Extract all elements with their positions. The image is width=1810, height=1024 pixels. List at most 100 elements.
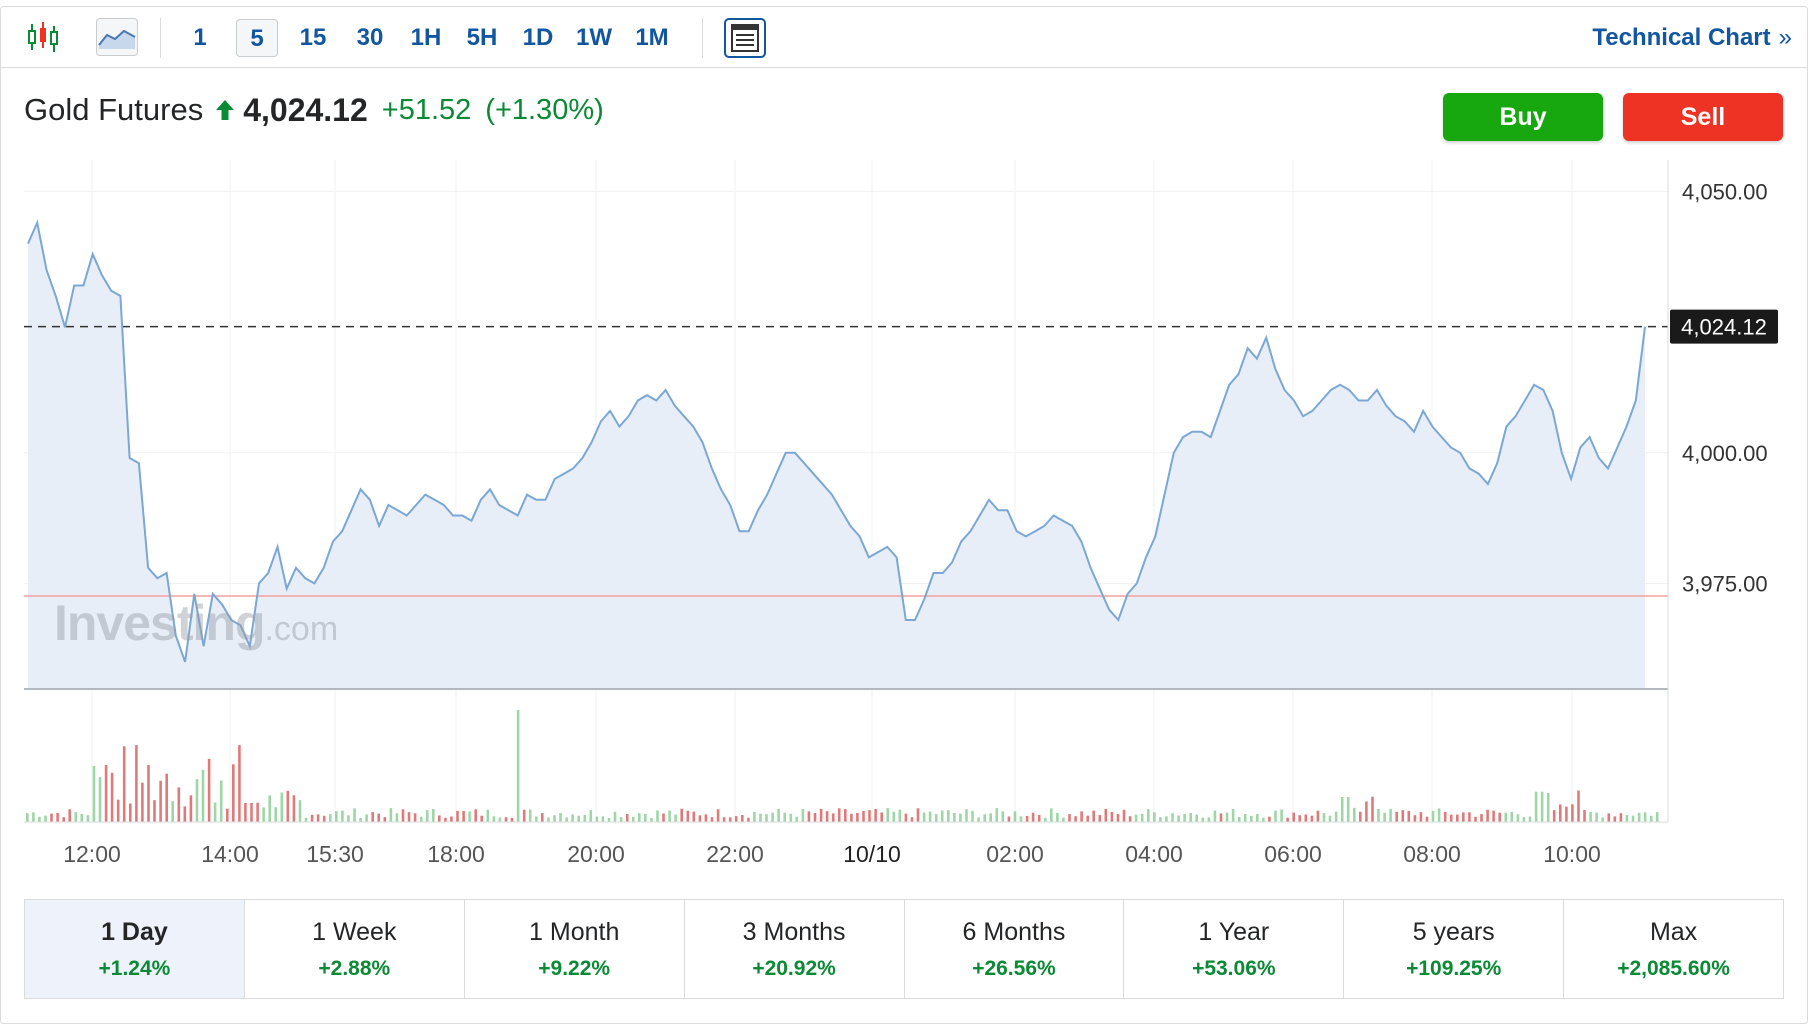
candlestick-icon[interactable] <box>22 18 64 56</box>
volume-bar <box>844 809 847 822</box>
sell-button[interactable]: Sell <box>1623 93 1783 141</box>
volume-bar <box>795 816 799 822</box>
period-1-month[interactable]: 1 Month +9.22% <box>465 900 685 998</box>
volume-bar <box>1147 809 1150 822</box>
volume-bar <box>728 817 732 822</box>
volume-bar <box>716 809 720 822</box>
period-5-years[interactable]: 5 years +109.25% <box>1344 900 1565 998</box>
interval-1m[interactable]: 1M <box>635 24 669 51</box>
volume-bar <box>232 764 235 822</box>
volume-bar <box>456 810 459 822</box>
period-label: 1 Week <box>312 917 397 946</box>
volume-bar <box>1334 811 1338 822</box>
volume-bar <box>377 813 380 822</box>
period-max[interactable]: Max +2,085.60% <box>1564 900 1783 998</box>
volume-bar <box>1595 812 1598 822</box>
volume-bar <box>1552 810 1556 822</box>
volume-bar <box>1492 810 1495 822</box>
period-change: +109.25% <box>1406 956 1502 980</box>
volume-bar <box>50 813 53 822</box>
volume-bar <box>825 811 829 822</box>
volume-bar <box>292 795 296 822</box>
volume-bar <box>934 814 938 822</box>
layout-icon[interactable] <box>724 18 766 58</box>
volume-bar <box>1159 817 1162 822</box>
volume-bar <box>1213 810 1217 822</box>
volume-bar <box>1044 817 1047 822</box>
volume-bar <box>1328 815 1332 822</box>
volume-bar <box>1613 816 1617 822</box>
interval-30[interactable]: 30 <box>356 24 384 51</box>
volume-bar <box>1383 812 1386 822</box>
technical-chart-link[interactable]: Technical Chart » <box>1592 19 1792 57</box>
volume-bar <box>940 810 944 822</box>
volume-bar <box>165 773 168 822</box>
volume-bar <box>1534 791 1538 822</box>
interval-1[interactable]: 1 <box>193 24 207 51</box>
period-1-week[interactable]: 1 Week +2.88% <box>245 900 465 998</box>
volume-bar <box>922 812 926 822</box>
volume-bar <box>577 815 580 822</box>
volume-bar <box>1474 816 1477 822</box>
volume-bar <box>1443 811 1447 822</box>
volume-bar <box>274 807 277 822</box>
volume-bar <box>783 812 786 822</box>
interval-5[interactable]: 5 <box>236 19 278 57</box>
period-6-months[interactable]: 6 Months +26.56% <box>905 900 1125 998</box>
buy-button[interactable]: Buy <box>1443 93 1603 141</box>
period-3-months[interactable]: 3 Months +20.92% <box>685 900 905 998</box>
volume-bar <box>959 813 962 822</box>
price-chart[interactable]: 4,050.004,000.003,975.00 4,024.12 12:00 1… <box>0 0 1810 900</box>
volume-bar <box>698 815 702 822</box>
volume-bar <box>528 809 532 822</box>
period-label: Max <box>1649 917 1698 946</box>
volume-bar <box>1480 814 1483 822</box>
volume-bar <box>1310 815 1314 822</box>
period-1-day[interactable]: 1 Day +1.24% <box>25 900 245 998</box>
volume-bar <box>571 814 574 822</box>
volume-bar <box>322 815 326 822</box>
volume-bar <box>177 787 181 822</box>
interval-1w[interactable]: 1W <box>576 24 612 51</box>
volume-bar <box>213 802 217 822</box>
volume-bar <box>444 817 447 822</box>
volume-bar <box>1425 816 1429 822</box>
x-tick-label: 02:00 <box>986 841 1044 867</box>
volume-bar <box>510 817 514 822</box>
volume-bar <box>1298 815 1301 822</box>
period-1-year[interactable]: 1 Year +53.06% <box>1124 900 1345 998</box>
volume-bar <box>268 795 271 822</box>
volume-bar <box>244 803 247 822</box>
area-chart-icon[interactable] <box>96 18 138 56</box>
interval-5h[interactable]: 5H <box>466 24 498 51</box>
volume-bar <box>383 817 387 822</box>
current-price-tag: 4,024.12 <box>1670 309 1778 344</box>
volume-bar <box>850 813 853 822</box>
y-tick-label: 4,050.00 <box>1682 179 1768 204</box>
volume-bar <box>56 812 59 822</box>
volume-bar <box>989 813 992 822</box>
volume-bar <box>1637 812 1641 822</box>
volume-bar <box>995 808 999 822</box>
volume-bar <box>1268 816 1271 822</box>
interval-1d[interactable]: 1D <box>522 24 554 51</box>
arrow-up-icon <box>216 100 235 120</box>
x-axis-labels: 12:00 14:00 15:30 18:00 20:00 22:00 10/10 02:00… <box>63 841 1601 867</box>
volume-bar <box>1649 815 1653 822</box>
price-change: +51.52 <box>381 93 472 126</box>
volume-bar <box>789 813 793 822</box>
volume-bar <box>1449 814 1453 822</box>
volume-bar <box>498 817 502 822</box>
volume-bar <box>1025 816 1029 822</box>
volume-bar <box>904 813 908 822</box>
volume-bar <box>1001 811 1005 822</box>
volume-bar <box>1577 790 1580 822</box>
volume-bar <box>462 811 465 822</box>
period-label: 3 Months <box>742 917 846 946</box>
volume-bar <box>601 816 605 822</box>
volume-bar <box>1316 810 1320 822</box>
volume-bar <box>559 813 562 822</box>
volume-bar <box>1256 814 1259 822</box>
interval-15[interactable]: 15 <box>299 24 327 51</box>
interval-1h[interactable]: 1H <box>410 24 442 51</box>
